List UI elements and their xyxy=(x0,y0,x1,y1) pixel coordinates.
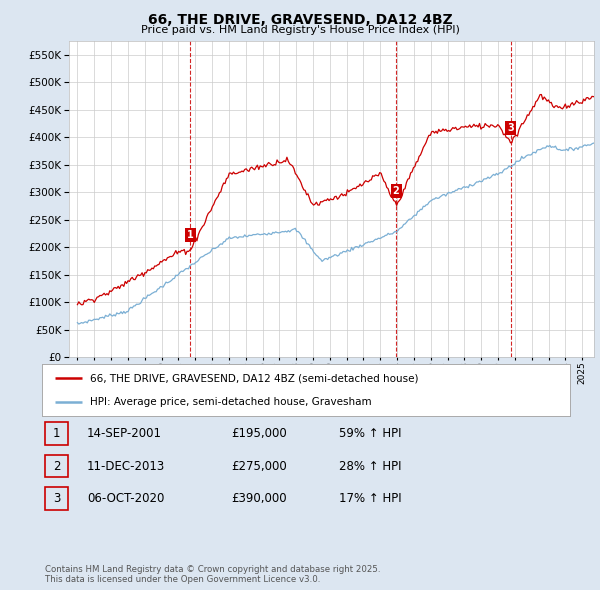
Text: 66, THE DRIVE, GRAVESEND, DA12 4BZ: 66, THE DRIVE, GRAVESEND, DA12 4BZ xyxy=(148,13,452,27)
Text: £195,000: £195,000 xyxy=(231,427,287,440)
Text: 3: 3 xyxy=(508,123,514,133)
Text: 2: 2 xyxy=(53,460,60,473)
Text: 59% ↑ HPI: 59% ↑ HPI xyxy=(339,427,401,440)
Text: 28% ↑ HPI: 28% ↑ HPI xyxy=(339,460,401,473)
Text: 17% ↑ HPI: 17% ↑ HPI xyxy=(339,492,401,505)
Text: 1: 1 xyxy=(53,427,60,440)
Text: 11-DEC-2013: 11-DEC-2013 xyxy=(87,460,165,473)
Text: £275,000: £275,000 xyxy=(231,460,287,473)
Text: Price paid vs. HM Land Registry's House Price Index (HPI): Price paid vs. HM Land Registry's House … xyxy=(140,25,460,35)
Text: 06-OCT-2020: 06-OCT-2020 xyxy=(87,492,164,505)
Text: Contains HM Land Registry data © Crown copyright and database right 2025.
This d: Contains HM Land Registry data © Crown c… xyxy=(45,565,380,584)
Text: £390,000: £390,000 xyxy=(231,492,287,505)
Text: 3: 3 xyxy=(53,492,60,505)
Text: 14-SEP-2001: 14-SEP-2001 xyxy=(87,427,162,440)
Text: 66, THE DRIVE, GRAVESEND, DA12 4BZ (semi-detached house): 66, THE DRIVE, GRAVESEND, DA12 4BZ (semi… xyxy=(89,373,418,383)
Text: 1: 1 xyxy=(187,230,194,240)
Text: HPI: Average price, semi-detached house, Gravesham: HPI: Average price, semi-detached house,… xyxy=(89,397,371,407)
Text: 2: 2 xyxy=(393,186,400,196)
